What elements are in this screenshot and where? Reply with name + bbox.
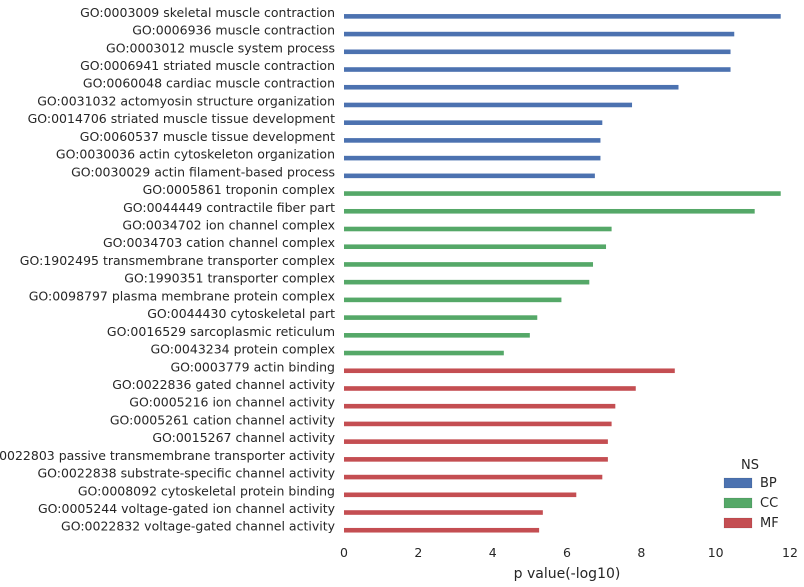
bar-mf-7	[344, 492, 577, 498]
bar-cc-2	[344, 226, 612, 232]
legend-title: NS	[741, 458, 759, 473]
bar-bp-1	[344, 31, 735, 37]
x-tick-label: 2	[414, 545, 422, 560]
category-label: GO:0003009 skeletal muscle contraction	[80, 5, 335, 20]
bar-mf-2	[344, 403, 616, 409]
category-label: GO:0044430 cytoskeletal part	[147, 306, 335, 321]
bar-bp-4	[344, 84, 679, 90]
category-label: GO:0006941 striated muscle contraction	[80, 58, 335, 73]
legend-swatch-mf	[723, 517, 753, 529]
bar-mf-3	[344, 421, 612, 427]
category-label: GO:0006936 muscle contraction	[132, 23, 335, 38]
bar-bp-8	[344, 155, 601, 161]
legend-label-bp: BP	[760, 476, 777, 491]
bar-mf-1	[344, 386, 636, 391]
category-label: GO:0060537 muscle tissue development	[80, 129, 335, 144]
legend-label-mf: MF	[760, 516, 779, 531]
x-tick-label: 0	[340, 545, 348, 560]
category-label: GO:0005261 cation channel activity	[110, 412, 336, 427]
bar-cc-7	[344, 315, 538, 320]
bar-mf-0	[344, 368, 675, 374]
legend: NS BP CC MF	[723, 458, 779, 531]
category-label: GO:0022803 passive transmembrane transpo…	[0, 448, 336, 463]
bar-cc-3	[344, 244, 607, 250]
category-label: GO:0034703 cation channel complex	[103, 235, 335, 250]
category-labels-layer: GO:0003009 skeletal muscle contraction GO…	[0, 5, 336, 534]
bar-cc-9	[344, 350, 504, 356]
category-label: GO:0034702 ion channel complex	[122, 218, 335, 233]
x-tick-label: 10	[708, 545, 724, 560]
category-label: GO:0043234 protein complex	[150, 342, 335, 357]
category-label: GO:0030029 actin filament-based process	[71, 164, 335, 179]
category-label: GO:0008092 cytoskeletal protein binding	[78, 483, 335, 498]
category-label: GO:0022836 gated channel activity	[112, 377, 335, 392]
bar-cc-6	[344, 297, 562, 303]
x-tick-label: 4	[489, 545, 497, 560]
bar-mf-4	[344, 439, 608, 444]
category-label: GO:1902495 transmembrane transporter com…	[20, 253, 335, 268]
category-label: GO:0005244 voltage-gated ion channel act…	[38, 501, 336, 516]
legend-swatch-bp	[723, 477, 753, 489]
category-label: GO:0014706 striated muscle tissue develo…	[28, 111, 336, 126]
legend-label-cc: CC	[760, 496, 778, 511]
bar-bp-5	[344, 102, 633, 108]
x-axis-label: p value(-log10)	[514, 566, 621, 582]
x-tick-label: 8	[637, 545, 645, 560]
bar-mf-9	[344, 527, 540, 533]
bar-bp-7	[344, 138, 601, 143]
bar-bp-0	[344, 14, 781, 19]
category-label: GO:0031032 actomyosin structure organiza…	[37, 93, 335, 108]
bar-mf-6	[344, 474, 603, 480]
category-label: GO:0022832 voltage-gated channel activit…	[61, 519, 336, 534]
bar-cc-0	[344, 191, 781, 196]
category-label: GO:0005216 ion channel activity	[129, 395, 335, 410]
category-label: GO:0015267 channel activity	[152, 430, 335, 445]
bar-cc-4	[344, 262, 594, 267]
bar-bp-9	[344, 173, 595, 179]
category-label: GO:0003779 actin binding	[170, 359, 335, 374]
category-label: GO:0098797 plasma membrane protein compl…	[29, 288, 335, 303]
bars-layer	[344, 14, 781, 533]
category-label: GO:0016529 sarcoplasmic reticulum	[107, 324, 335, 339]
category-label: GO:0022838 substrate-specific channel ac…	[37, 466, 335, 481]
bar-mf-5	[344, 457, 608, 462]
legend-swatch-cc	[723, 497, 753, 509]
category-label: GO:0005861 troponin complex	[143, 182, 335, 197]
x-tick-label: 6	[563, 545, 571, 560]
category-label: GO:1990351 transporter complex	[124, 271, 335, 286]
x-axis: 0 2 4 6 8 10 12	[340, 545, 798, 560]
bar-bp-2	[344, 49, 731, 55]
category-label: GO:0003012 muscle system process	[106, 40, 335, 55]
x-tick-label: 12	[782, 545, 798, 560]
bar-bp-6	[344, 120, 603, 125]
bar-cc-1	[344, 208, 755, 214]
bar-cc-5	[344, 279, 590, 285]
category-label: GO:0030036 actin cytoskeleton organizati…	[56, 147, 335, 162]
bar-bp-3	[344, 67, 731, 72]
category-label: GO:0044449 contractile fiber part	[123, 200, 335, 215]
bar-cc-8	[344, 333, 530, 338]
category-label: GO:0060048 cardiac muscle contraction	[83, 76, 335, 91]
bar-mf-8	[344, 510, 543, 515]
